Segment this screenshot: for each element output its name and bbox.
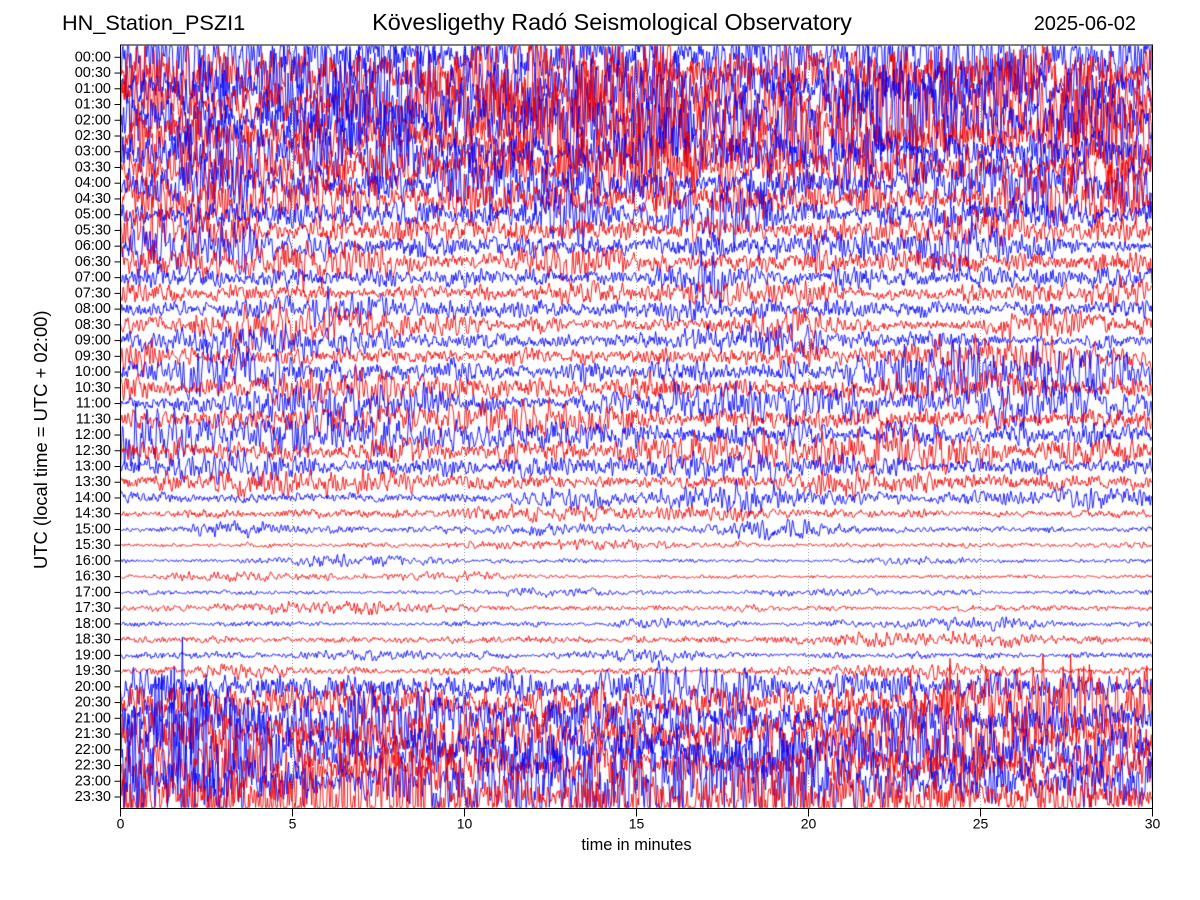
- svg-text:07:30: 07:30: [75, 285, 111, 301]
- svg-text:21:00: 21:00: [75, 710, 111, 726]
- svg-text:HN_Station_PSZI1: HN_Station_PSZI1: [62, 10, 245, 35]
- svg-text:01:00: 01:00: [75, 81, 111, 97]
- svg-text:15:00: 15:00: [75, 521, 111, 537]
- svg-text:11:00: 11:00: [76, 396, 111, 412]
- svg-text:23:30: 23:30: [75, 789, 111, 805]
- svg-text:08:30: 08:30: [75, 317, 111, 333]
- svg-text:13:30: 13:30: [75, 474, 111, 490]
- svg-text:0: 0: [117, 816, 125, 832]
- svg-text:02:00: 02:00: [75, 112, 111, 128]
- svg-text:03:00: 03:00: [75, 144, 111, 160]
- svg-text:time in minutes: time in minutes: [581, 836, 691, 854]
- svg-text:Kövesligethy Radó Seismologica: Kövesligethy Radó Seismological Observat…: [372, 9, 852, 35]
- svg-text:18:00: 18:00: [75, 616, 111, 632]
- svg-text:20: 20: [801, 816, 817, 832]
- svg-text:12:30: 12:30: [75, 443, 111, 459]
- svg-text:06:30: 06:30: [75, 254, 111, 270]
- svg-text:10:00: 10:00: [75, 364, 111, 380]
- svg-text:20:30: 20:30: [75, 695, 111, 711]
- svg-text:00:30: 00:30: [75, 65, 111, 81]
- svg-text:30: 30: [1145, 816, 1161, 832]
- svg-text:18:30: 18:30: [75, 632, 111, 648]
- svg-text:11:30: 11:30: [76, 411, 111, 427]
- svg-text:22:00: 22:00: [75, 742, 111, 758]
- svg-text:15: 15: [629, 816, 645, 832]
- svg-text:04:30: 04:30: [75, 191, 111, 207]
- svg-text:UTC (local time = UTC + 02:00): UTC (local time = UTC + 02:00): [30, 310, 51, 569]
- svg-text:23:00: 23:00: [75, 773, 111, 789]
- svg-text:19:00: 19:00: [75, 647, 111, 663]
- svg-text:09:30: 09:30: [75, 348, 111, 364]
- svg-text:09:00: 09:00: [75, 333, 111, 349]
- svg-text:05:30: 05:30: [75, 222, 111, 238]
- svg-text:13:00: 13:00: [75, 458, 111, 474]
- svg-text:06:00: 06:00: [75, 238, 111, 254]
- svg-text:17:30: 17:30: [75, 600, 111, 616]
- svg-text:25: 25: [973, 816, 989, 832]
- svg-text:20:00: 20:00: [75, 679, 111, 695]
- svg-text:14:30: 14:30: [75, 506, 111, 522]
- svg-text:10: 10: [457, 816, 473, 832]
- svg-text:5: 5: [289, 816, 297, 832]
- svg-text:03:30: 03:30: [75, 159, 111, 175]
- svg-text:15:30: 15:30: [75, 537, 111, 553]
- svg-text:08:00: 08:00: [75, 301, 111, 317]
- svg-text:10:30: 10:30: [75, 380, 111, 396]
- svg-text:22:30: 22:30: [75, 758, 111, 774]
- svg-text:01:30: 01:30: [75, 97, 111, 113]
- svg-text:16:30: 16:30: [75, 569, 111, 585]
- svg-text:02:30: 02:30: [75, 128, 111, 144]
- svg-text:12:00: 12:00: [75, 427, 111, 443]
- svg-text:05:00: 05:00: [75, 207, 111, 223]
- svg-text:07:00: 07:00: [75, 270, 111, 286]
- svg-text:14:00: 14:00: [75, 490, 111, 506]
- svg-text:04:00: 04:00: [75, 175, 111, 191]
- svg-text:19:30: 19:30: [75, 663, 111, 679]
- svg-text:16:00: 16:00: [75, 553, 111, 569]
- svg-text:21:30: 21:30: [75, 726, 111, 742]
- svg-text:17:00: 17:00: [75, 584, 111, 600]
- svg-text:00:00: 00:00: [75, 49, 111, 65]
- svg-text:2025-06-02: 2025-06-02: [1034, 13, 1136, 35]
